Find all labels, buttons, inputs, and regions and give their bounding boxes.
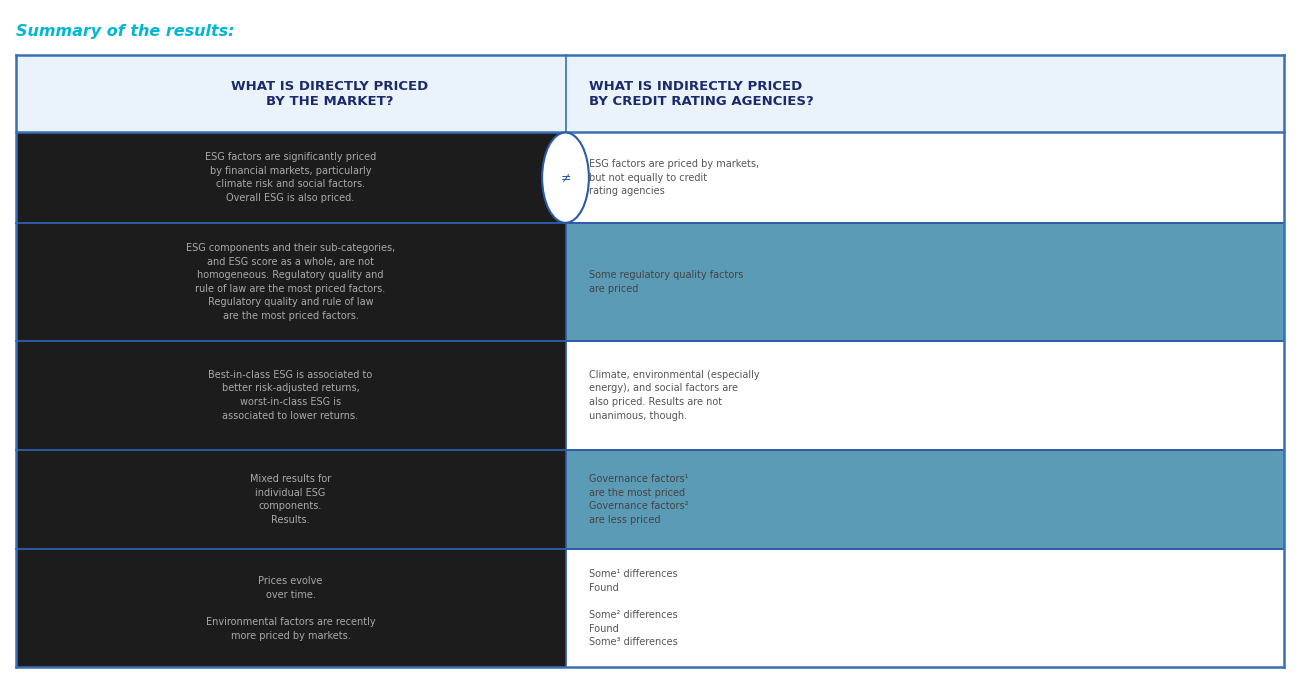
FancyBboxPatch shape	[16, 450, 566, 549]
Text: WHAT IS INDIRECTLY PRICED
BY CREDIT RATING AGENCIES?: WHAT IS INDIRECTLY PRICED BY CREDIT RATI…	[589, 80, 814, 108]
Text: Summary of the results:: Summary of the results:	[16, 24, 234, 38]
FancyBboxPatch shape	[566, 341, 1284, 450]
FancyBboxPatch shape	[566, 223, 1284, 341]
Text: Governance factors¹
are the most priced
Governance factors²
are less priced: Governance factors¹ are the most priced …	[589, 474, 689, 525]
FancyBboxPatch shape	[566, 132, 1284, 223]
FancyBboxPatch shape	[16, 341, 566, 450]
Text: Mixed results for
individual ESG
components.
Results.: Mixed results for individual ESG compone…	[250, 474, 332, 525]
FancyBboxPatch shape	[16, 132, 566, 223]
FancyBboxPatch shape	[566, 450, 1284, 549]
FancyBboxPatch shape	[566, 549, 1284, 667]
Text: ESG components and their sub-categories,
and ESG score as a whole, are not
homog: ESG components and their sub-categories,…	[186, 243, 395, 321]
FancyBboxPatch shape	[16, 223, 566, 341]
Text: ESG factors are significantly priced
by financial markets, particularly
climate : ESG factors are significantly priced by …	[205, 152, 376, 203]
Text: WHAT IS DIRECTLY PRICED
BY THE MARKET?: WHAT IS DIRECTLY PRICED BY THE MARKET?	[231, 80, 428, 108]
Text: Some¹ differences
Found

Some² differences
Found
Some³ differences: Some¹ differences Found Some² difference…	[589, 570, 677, 647]
Ellipse shape	[542, 133, 589, 223]
FancyBboxPatch shape	[16, 549, 566, 667]
FancyBboxPatch shape	[16, 55, 1284, 132]
Text: Best-in-class ESG is associated to
better risk-adjusted returns,
worst-in-class : Best-in-class ESG is associated to bette…	[208, 370, 373, 421]
Text: Some regulatory quality factors
are priced: Some regulatory quality factors are pric…	[589, 270, 744, 294]
Text: Climate, environmental (especially
energy), and social factors are
also priced. : Climate, environmental (especially energ…	[589, 370, 759, 421]
Text: ESG factors are priced by markets,
but not equally to credit
rating agencies: ESG factors are priced by markets, but n…	[589, 159, 759, 196]
Text: Prices evolve
over time.

Environmental factors are recently
more priced by mark: Prices evolve over time. Environmental f…	[205, 576, 376, 640]
Text: ≠: ≠	[560, 171, 571, 184]
